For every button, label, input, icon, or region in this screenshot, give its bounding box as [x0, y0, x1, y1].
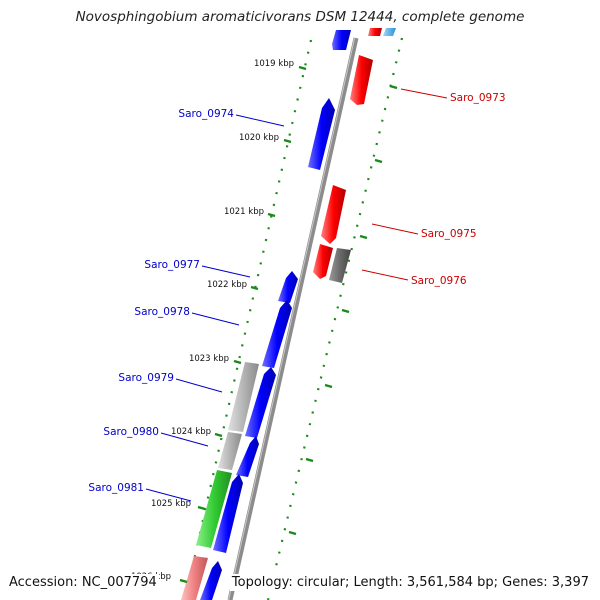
gene-saro-0979[interactable] — [228, 362, 259, 432]
label-saro-0976[interactable]: Saro_0976 — [411, 275, 467, 287]
gene-bottom-pink-partial[interactable] — [181, 556, 208, 600]
gene-unlabeled-red[interactable] — [313, 244, 333, 279]
gene-top-blue-partial[interactable] — [332, 30, 351, 50]
label-saro-0973[interactable]: Saro_0973 — [450, 92, 506, 104]
label-saro-0979[interactable]: Saro_0979 — [118, 372, 174, 384]
genome-stats-text: Topology: circular; Length: 3,561,584 bp… — [229, 574, 591, 591]
gene-saro-0980[interactable] — [218, 432, 242, 470]
label-saro-0978[interactable]: Saro_0978 — [134, 306, 190, 318]
tick-label-1022: 1022 kbp — [207, 280, 247, 290]
label-saro-0974[interactable]: Saro_0974 — [178, 108, 234, 120]
gene-saro-0981[interactable] — [196, 470, 232, 548]
tick-label-1023: 1023 kbp — [189, 354, 229, 364]
kbp-tick-marks — [179, 65, 307, 584]
tick-label-1020: 1020 kbp — [239, 133, 279, 143]
label-saro-0977[interactable]: Saro_0977 — [144, 259, 200, 271]
gene-saro-0973[interactable] — [350, 55, 373, 105]
genome-backbone — [227, 37, 359, 600]
leader-lines-left — [145, 114, 285, 502]
gene-labels-left: Saro_0974 Saro_0977 Saro_0978 Saro_0979 … — [88, 108, 234, 494]
gene-saro-0978[interactable] — [262, 300, 292, 368]
tick-label-1021: 1021 kbp — [224, 207, 264, 217]
tick-label-1019: 1019 kbp — [254, 59, 294, 69]
tick-label-1024: 1024 kbp — [171, 427, 211, 437]
label-saro-0975[interactable]: Saro_0975 — [421, 228, 477, 240]
genome-backbone-highlight — [228, 37, 356, 600]
gene-saro-0974[interactable] — [308, 98, 335, 170]
gene-top-red-partial[interactable] — [368, 28, 382, 36]
gene-saro-0976[interactable] — [329, 248, 351, 283]
gene-labels-right: Saro_0973 Saro_0975 Saro_0976 — [411, 92, 506, 287]
inner-tick-marks — [288, 84, 398, 536]
tick-track-right — [266, 37, 404, 600]
gene-saro-0979-cds[interactable] — [245, 367, 276, 438]
label-saro-0981[interactable]: Saro_0981 — [88, 482, 144, 494]
gene-saro-0975[interactable] — [321, 185, 346, 244]
label-saro-0980[interactable]: Saro_0980 — [103, 426, 159, 438]
tick-label-1025: 1025 kbp — [151, 499, 191, 509]
leader-lines-right — [361, 88, 448, 281]
gene-saro-0980-cds[interactable] — [236, 436, 259, 477]
accession-text: Accession: NC_007794 — [7, 574, 159, 591]
genome-title: Novosphingobium aromaticivorans DSM 1244… — [75, 9, 525, 25]
gene-saro-0977[interactable] — [278, 271, 298, 303]
gene-saro-0981-cds[interactable] — [213, 474, 243, 553]
gene-bottom-blue-partial[interactable] — [200, 561, 222, 600]
gene-top-sky-partial[interactable] — [383, 28, 396, 36]
